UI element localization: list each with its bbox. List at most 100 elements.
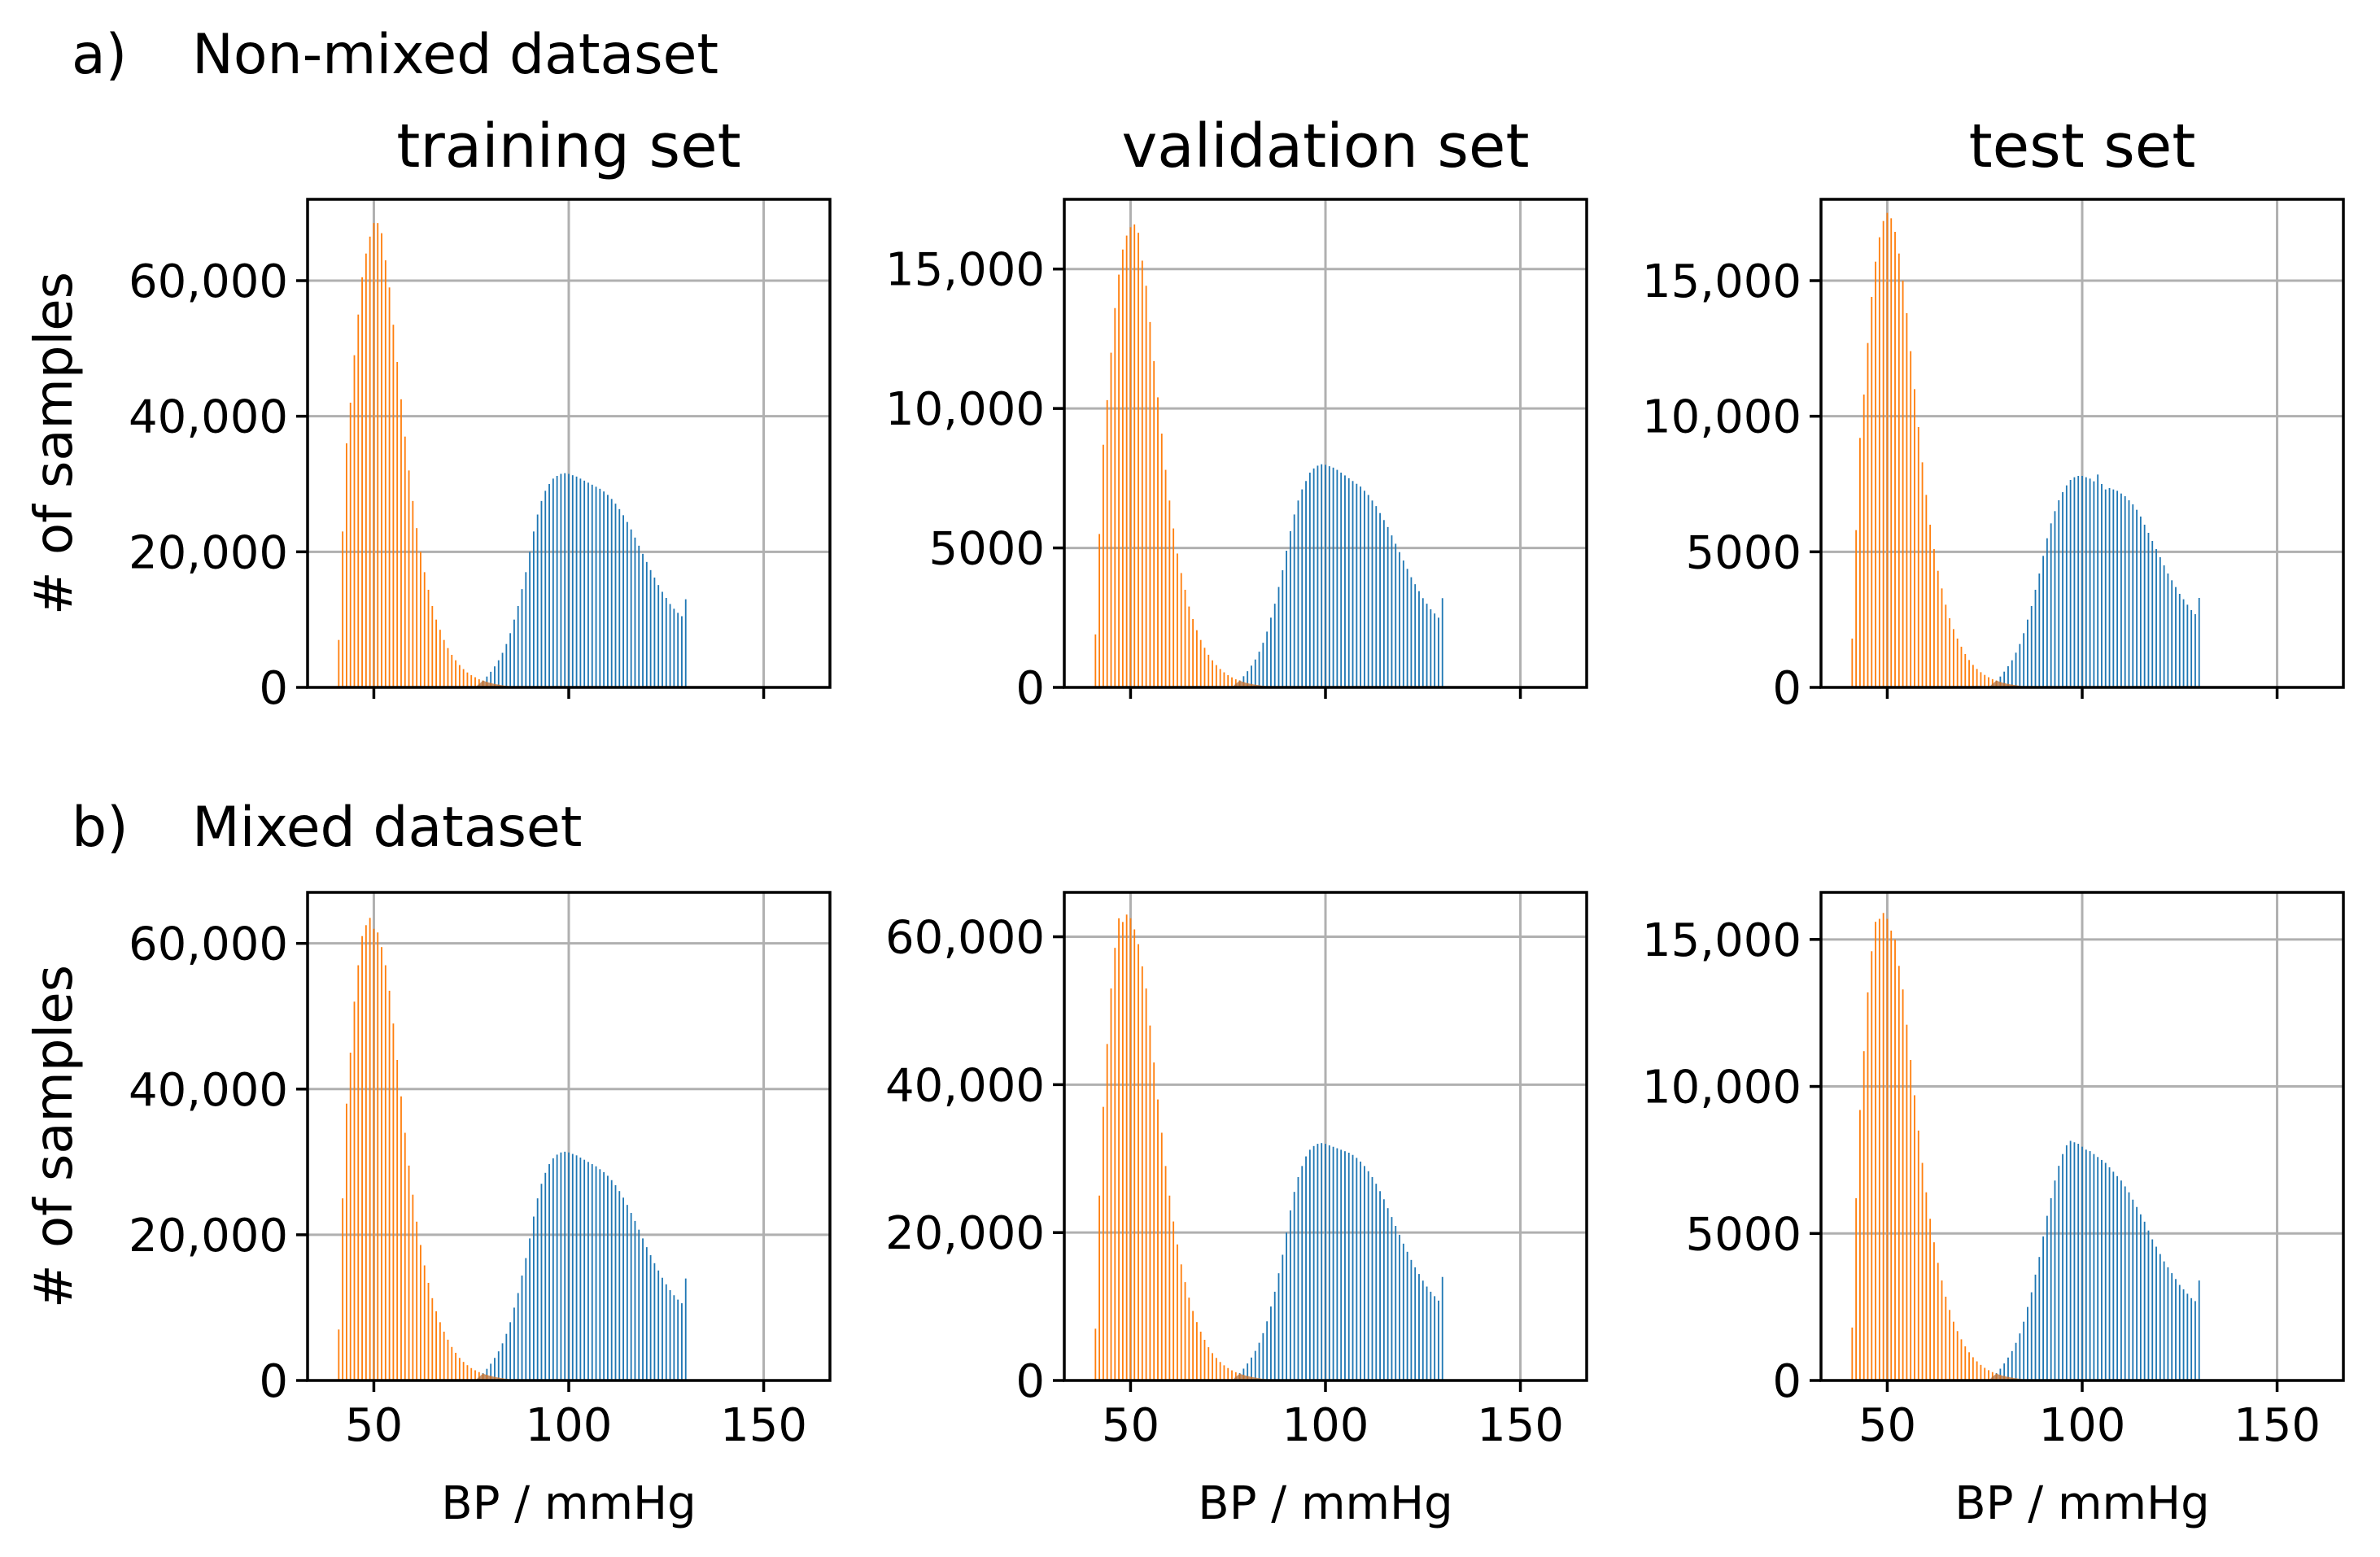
y-tick-label: 60,000 (129, 255, 288, 308)
bar-sbp (529, 552, 531, 687)
bar-dbp (1180, 1264, 1182, 1380)
bar-sbp (1395, 1226, 1397, 1380)
bar-sbp (1262, 1332, 1264, 1380)
bar-dbp (1968, 660, 1970, 687)
bar-sbp (1286, 551, 1287, 687)
bar-dbp (1945, 604, 1947, 687)
bar-sbp (1325, 464, 1326, 687)
bar-sbp (2159, 1254, 2161, 1380)
bar-dbp (349, 403, 352, 687)
bar-sbp (1391, 1217, 1393, 1380)
bar-sbp (669, 604, 671, 687)
bar-sbp (544, 491, 547, 687)
bar-sbp (1421, 598, 1424, 687)
y-axis-label: # of samples (24, 965, 85, 1308)
bar-sbp (2054, 1180, 2056, 1380)
bar-sbp (2023, 633, 2025, 687)
bar-sbp (1421, 1280, 1424, 1380)
bar-dbp (373, 223, 375, 688)
chart-a2: 0 5000 10,000 15,000 validation set (885, 111, 1588, 715)
bar-sbp (2198, 1280, 2200, 1380)
bar-dbp (1118, 918, 1120, 1380)
bar-sbp (1321, 1143, 1323, 1380)
bar-dbp (1203, 648, 1206, 687)
bar-dbp (1125, 235, 1128, 688)
bar-dbp (1902, 989, 1904, 1380)
bar-sbp (2155, 1246, 2157, 1380)
chart-b2: 50 100 150 0 20,000 40,000 60,000 BP / mmHg (885, 891, 1588, 1530)
bar-sbp (2011, 660, 2013, 687)
bar-sbp (1270, 1306, 1272, 1380)
bar-dbp (1925, 1192, 1928, 1380)
bar-sbp (2038, 574, 2041, 687)
bar-dbp (1956, 639, 1959, 687)
bar-sbp (2143, 525, 2146, 687)
bar-dbp (1991, 678, 1994, 687)
bar-sbp (665, 1284, 667, 1380)
bar-dbp (1129, 227, 1132, 687)
bar-sbp (1282, 570, 1284, 687)
bar-dbp (474, 677, 476, 687)
bar-sbp (2186, 604, 2189, 687)
bar-dbp (412, 500, 414, 687)
x-tick-label: 50 (1858, 1399, 1916, 1452)
bar-sbp (662, 1277, 663, 1380)
bar-sbp (684, 1278, 687, 1380)
bar-sbp (2069, 480, 2072, 687)
bar-sbp (552, 478, 554, 687)
y-tick-label: 5000 (1685, 1208, 1801, 1261)
bar-sbp (517, 606, 519, 687)
bar-sbp (2085, 477, 2087, 687)
bar-sbp (649, 1254, 652, 1380)
bar-dbp (388, 990, 391, 1380)
bar-sbp (1305, 1156, 1307, 1380)
bar-sbp (1347, 1153, 1350, 1380)
bar-sbp (1379, 512, 1381, 687)
bar-sbp (1418, 1274, 1420, 1380)
bar-dbp (1215, 1358, 1217, 1380)
bar-dbp (1110, 988, 1112, 1380)
bar-dbp (1223, 672, 1225, 687)
bar-dbp (1114, 948, 1116, 1380)
bar-dbp (1223, 1365, 1225, 1380)
y-tick-label: 10,000 (885, 383, 1045, 436)
bar-dbp (1192, 619, 1194, 687)
bar-dbp (1133, 224, 1136, 687)
bar-sbp (2104, 489, 2107, 687)
bar-dbp (1984, 1367, 1986, 1380)
bar-dbp (1921, 1162, 1924, 1380)
bar-sbp (1375, 506, 1378, 687)
chart-title: training set (396, 111, 740, 181)
bar-sbp (2089, 1151, 2091, 1380)
bar-sbp (2011, 1350, 2013, 1380)
bar-sbp (2147, 533, 2150, 687)
bar-sbp (525, 572, 527, 687)
bar-sbp (677, 1299, 679, 1380)
y-tick-label: 60,000 (129, 918, 288, 971)
bar-dbp (1234, 679, 1237, 687)
y-tick-label: 40,000 (129, 391, 288, 444)
bar-sbp (2062, 1154, 2063, 1380)
bar-sbp (2089, 478, 2091, 687)
bar-sbp (564, 473, 566, 687)
bar-sbp (645, 1247, 648, 1380)
bar-sbp (2003, 671, 2006, 687)
bar-sbp (1430, 1291, 1432, 1380)
bar-sbp (1258, 1342, 1260, 1380)
bar-dbp (404, 1132, 406, 1380)
bar-sbp (1312, 468, 1315, 687)
y-tick-label: 20,000 (129, 526, 288, 579)
bar-dbp (349, 1053, 352, 1380)
bar-sbp (556, 476, 558, 687)
bar-sbp (2027, 619, 2028, 687)
y-tick-label: 15,000 (885, 244, 1045, 297)
bar-dbp (1929, 1219, 1932, 1380)
bar-dbp (1180, 573, 1182, 687)
bar-sbp (2132, 1199, 2134, 1380)
y-tick-label: 10,000 (1642, 1062, 1801, 1114)
bar-sbp (1328, 466, 1330, 687)
bar-dbp (1851, 1327, 1854, 1380)
bar-sbp (1273, 1291, 1276, 1380)
bar-sbp (2167, 574, 2169, 687)
bar-sbp (2167, 1267, 2169, 1380)
